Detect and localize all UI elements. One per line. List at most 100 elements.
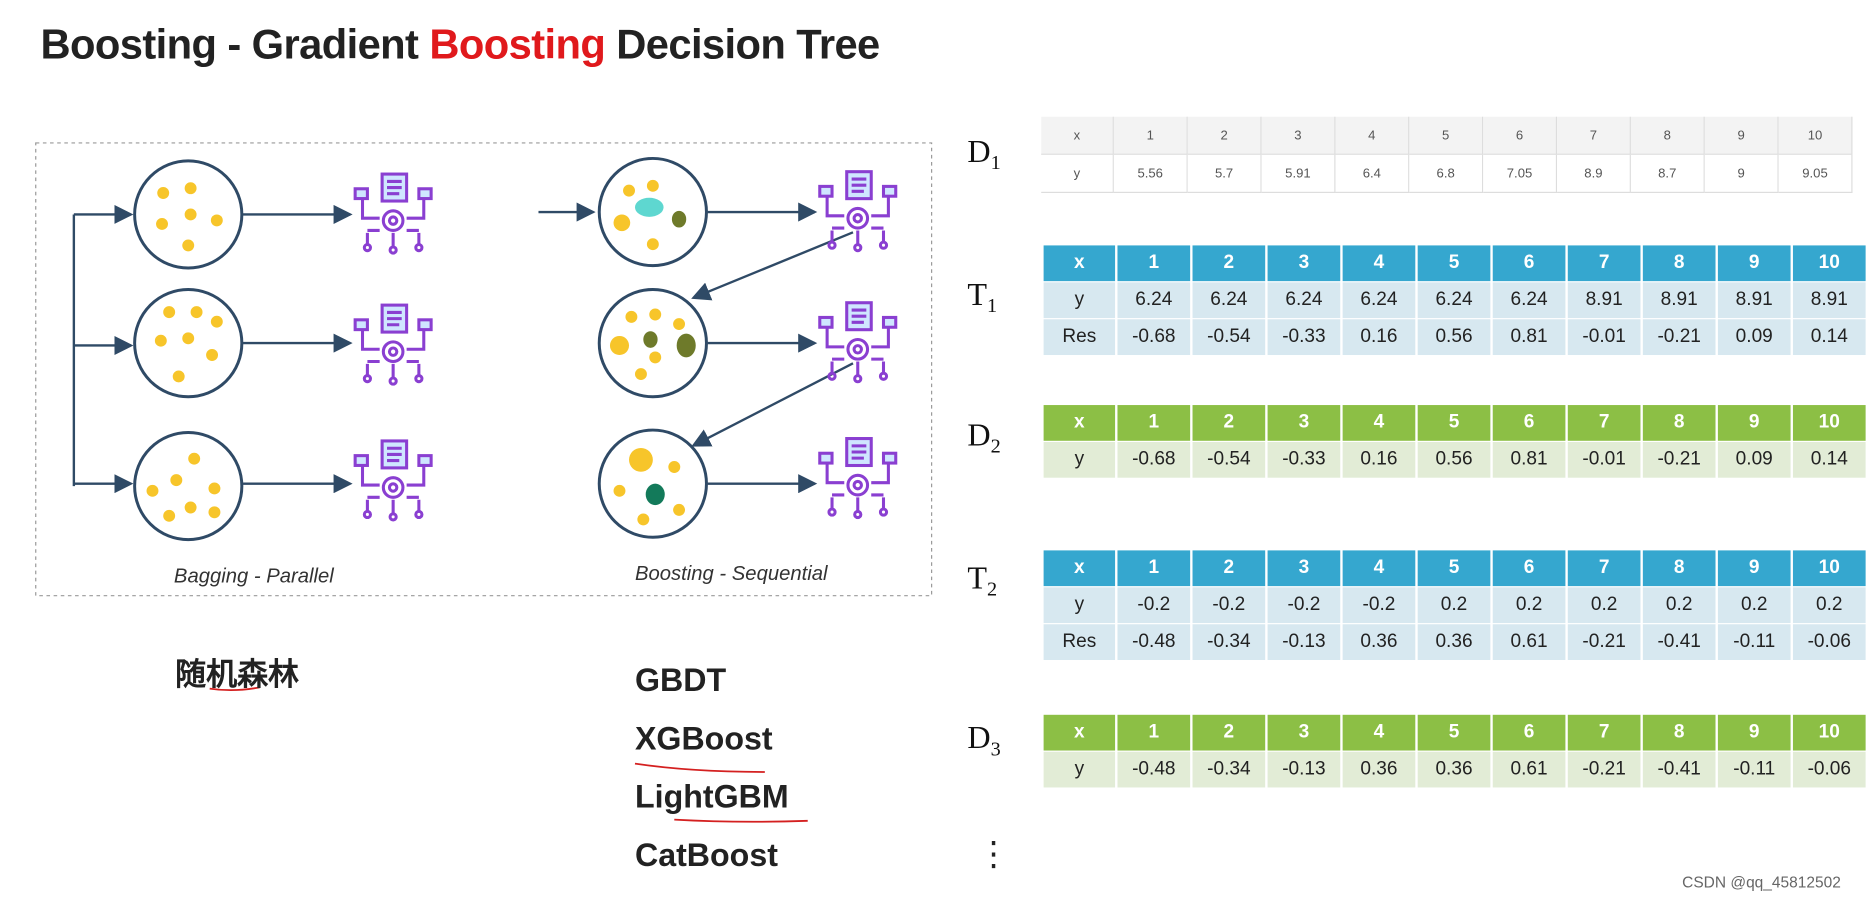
cell: 6	[1492, 550, 1566, 587]
cell: 3	[1261, 116, 1336, 155]
sample-dots	[146, 179, 686, 526]
cell: 6.24	[1267, 282, 1341, 319]
cell: 6	[1492, 714, 1566, 751]
cell: 6.24	[1342, 282, 1416, 319]
cell: -0.21	[1642, 441, 1716, 478]
cell: 9	[1717, 245, 1791, 282]
ensemble-diagram	[35, 142, 933, 823]
cell: -0.06	[1792, 751, 1866, 788]
cell: 2	[1192, 550, 1266, 587]
cell: 8.91	[1567, 282, 1641, 319]
cell: 3	[1267, 550, 1341, 587]
table-label: D2	[967, 417, 1000, 459]
cell: 9	[1717, 405, 1791, 441]
table-row: x 1 2 3 4 5 6 7 8 9 10	[1041, 116, 1853, 155]
table-row: x 1 2 3 4 5 6 7 8 9 10	[1043, 405, 1866, 441]
cell: 0.2	[1717, 587, 1791, 624]
cell: -0.33	[1267, 319, 1341, 356]
cell: 10	[1792, 245, 1866, 282]
cell: 5.56	[1113, 154, 1188, 193]
cell: 5	[1417, 550, 1491, 587]
label-letter: D	[967, 133, 991, 170]
diagram-caption: Boosting - Sequential	[634, 562, 828, 585]
algorithm: XGBoost	[634, 720, 773, 757]
cell: 10	[1778, 116, 1853, 155]
cell: 6	[1483, 116, 1558, 155]
cell: -0.2	[1192, 587, 1266, 624]
label-letter: T	[967, 559, 988, 596]
data-table: x 1 2 3 4 5 6 7 8 9 10 y 6.24 6.24 6.24 6.24 6.24 6.24 8.9…	[1041, 244, 1868, 356]
cell: -0.48	[1117, 751, 1191, 788]
cell: 2	[1192, 714, 1266, 751]
cell: -0.13	[1267, 751, 1341, 788]
cell: 0.36	[1342, 624, 1416, 660]
algorithm: GBDT	[634, 662, 727, 699]
cell: 5	[1409, 116, 1484, 155]
row-header: y	[1043, 587, 1116, 624]
table-row: x 1 2 3 4 5 6 7 8 9 10	[1043, 714, 1866, 751]
cell: -0.41	[1642, 751, 1716, 788]
row-header: Res	[1043, 319, 1116, 356]
cell: 6.24	[1117, 282, 1191, 319]
cell: 8.91	[1792, 282, 1866, 319]
cell: 6.24	[1417, 282, 1491, 319]
cell: 8.7	[1630, 154, 1705, 193]
cell: 1	[1117, 245, 1191, 282]
cell: -0.2	[1267, 587, 1341, 624]
handwritten-underlines	[209, 686, 808, 823]
data-table: x 1 2 3 4 5 6 7 8 9 10 y -0.48 -0.34 -0.13 0.36 0.36 0.61…	[1041, 714, 1868, 789]
cell: -0.33	[1267, 441, 1341, 478]
cell: 0.2	[1792, 587, 1866, 624]
table-row: x 1 2 3 4 5 6 7 8 9 10	[1043, 245, 1866, 282]
cell: 0.2	[1642, 587, 1716, 624]
cell: 0.81	[1492, 319, 1566, 356]
cell: 5.7	[1187, 154, 1262, 193]
cell: 9	[1717, 550, 1791, 587]
row-header: Res	[1043, 624, 1116, 660]
row-header: y	[1043, 282, 1116, 319]
row-header: x	[1043, 714, 1116, 751]
cell: 4	[1342, 405, 1416, 441]
title-highlight: Boosting	[429, 21, 606, 68]
cell: -0.06	[1792, 624, 1866, 660]
cell: -0.54	[1192, 319, 1266, 356]
cell: 10	[1792, 714, 1866, 751]
cell: 8	[1642, 714, 1716, 751]
slide-title: Boosting - Gradient Boosting Decision Tr…	[41, 21, 881, 69]
continuation: ⋮	[976, 835, 1011, 873]
cell: 0.2	[1492, 587, 1566, 624]
data-table: x 1 2 3 4 5 6 7 8 9 10 y 5.56 5.7 5.91 6.4 6.8 7.05 8.9 8.7…	[1041, 116, 1853, 193]
algorithm: LightGBM	[634, 779, 789, 815]
data-table: x 1 2 3 4 5 6 7 8 9 10 y -0.2 -0.2 -0.2 -0.2 0.2 0.2 0.2 0.…	[1041, 549, 1868, 661]
table-row: y 5.56 5.7 5.91 6.4 6.8 7.05 8.9 8.7 9 9.05	[1041, 154, 1853, 193]
label-subscript: 3	[990, 737, 1001, 761]
row-header: y	[1043, 441, 1116, 478]
cell: 2	[1187, 116, 1262, 155]
cell: 6	[1492, 245, 1566, 282]
cell: -0.01	[1567, 441, 1641, 478]
cell: 5	[1417, 405, 1491, 441]
cell: 4	[1335, 116, 1410, 155]
cell: 4	[1342, 245, 1416, 282]
cell: 0.2	[1567, 587, 1641, 624]
cell: -0.11	[1717, 624, 1791, 660]
label-subscript: 2	[987, 577, 998, 601]
table-row: y -0.2 -0.2 -0.2 -0.2 0.2 0.2 0.2 0.2 0.2 0.2	[1043, 587, 1866, 624]
cell: 8	[1642, 405, 1716, 441]
table-label: D3	[967, 720, 1000, 762]
cell: -0.21	[1567, 751, 1641, 788]
cell: 0.2	[1417, 587, 1491, 624]
cell: 7	[1557, 116, 1631, 155]
watermark: CSDN @qq_45812502	[1682, 873, 1841, 892]
table-row: y -0.68 -0.54 -0.33 0.16 0.56 0.81 -0.01 -0.21 0.…	[1043, 441, 1866, 478]
cell: 6.24	[1192, 282, 1266, 319]
cell: 0.81	[1492, 441, 1566, 478]
table-label: T1	[967, 276, 997, 318]
row-header: x	[1043, 405, 1116, 441]
cell: -0.41	[1642, 624, 1716, 660]
row-header: x	[1043, 550, 1116, 587]
cell: -0.21	[1642, 319, 1716, 356]
bagging-arrows	[72, 202, 854, 494]
cell: 8	[1630, 116, 1705, 155]
